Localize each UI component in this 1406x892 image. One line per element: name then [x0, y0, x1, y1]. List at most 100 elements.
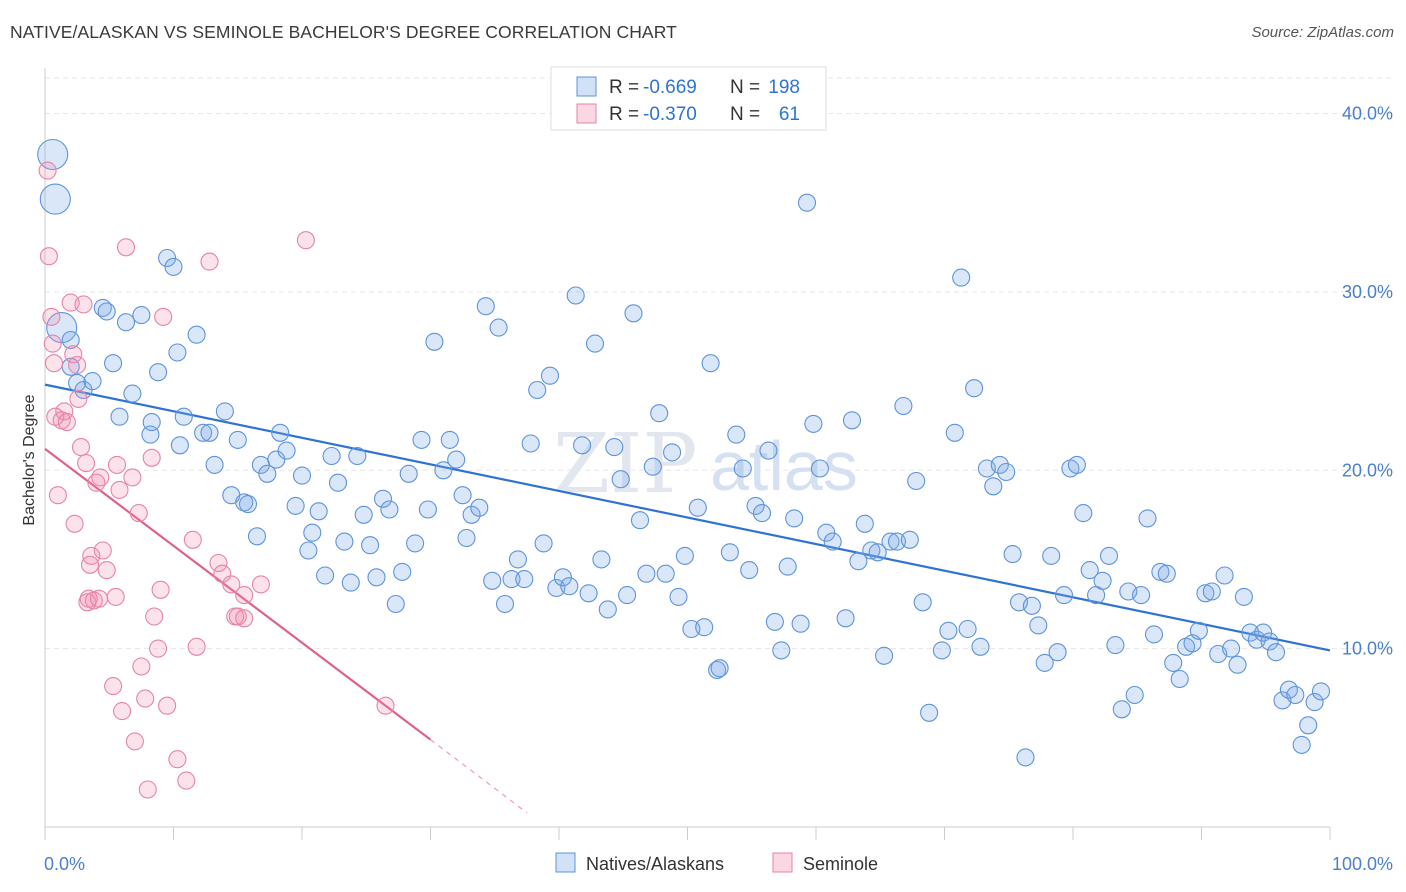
point-natives: [823, 532, 842, 551]
point-natives: [1292, 735, 1311, 754]
legend-r-label: R =: [609, 104, 639, 125]
y-tick-label: 40.0%: [1342, 104, 1393, 124]
point-seminole: [149, 639, 168, 658]
point-seminole: [68, 355, 87, 375]
point-natives: [720, 543, 739, 562]
legend-swatch: [576, 103, 597, 124]
point-natives: [894, 396, 913, 416]
point-natives: [447, 450, 466, 469]
point-seminole: [113, 702, 132, 721]
point-natives: [316, 566, 335, 585]
point-natives: [1003, 545, 1022, 564]
point-natives: [630, 511, 650, 530]
point-natives: [1151, 562, 1170, 581]
point-seminole: [91, 468, 110, 487]
point-natives: [267, 450, 286, 469]
point-seminole: [228, 607, 247, 626]
point-seminole: [187, 637, 206, 656]
point-natives: [842, 411, 862, 430]
point-natives: [142, 413, 161, 432]
point-natives: [868, 543, 887, 562]
point-natives: [598, 600, 617, 619]
point-natives: [502, 570, 521, 589]
point-natives: [1254, 623, 1273, 642]
point-natives: [913, 593, 932, 612]
point-natives: [361, 536, 380, 555]
point-natives: [440, 430, 459, 449]
point-seminole: [123, 468, 142, 487]
point-natives: [907, 471, 926, 491]
point-seminole: [151, 580, 170, 599]
point-seminole: [222, 575, 241, 594]
y-tick-label: 10.0%: [1342, 639, 1393, 659]
point-natives: [1054, 586, 1074, 605]
point-natives: [900, 530, 919, 549]
trend-line-seminole: [44, 447, 432, 741]
point-natives: [495, 594, 515, 614]
legend-swatch: [576, 76, 597, 97]
point-natives: [605, 438, 624, 457]
point-seminole: [125, 732, 144, 751]
point-natives: [1048, 643, 1067, 662]
chart-source: Source: ZipAtlas.com: [1251, 24, 1394, 41]
point-seminole: [183, 530, 202, 549]
point-natives: [920, 703, 939, 722]
point-natives: [958, 619, 977, 639]
point-natives: [1016, 748, 1035, 767]
axes: [44, 68, 1331, 840]
point-natives: [399, 464, 418, 483]
point-natives: [675, 546, 694, 565]
point-seminole: [158, 696, 177, 715]
point-natives: [1112, 700, 1131, 719]
point-natives: [215, 402, 234, 421]
point-natives: [247, 527, 267, 546]
point-seminole: [376, 696, 395, 715]
point-natives: [1305, 693, 1324, 712]
point-natives: [560, 577, 579, 596]
point-natives: [158, 248, 177, 268]
point-seminole: [106, 587, 125, 606]
point-seminole: [209, 553, 228, 573]
point-natives: [1144, 625, 1164, 644]
data-points: [37, 138, 1331, 799]
point-natives: [997, 462, 1016, 482]
point-natives: [258, 464, 277, 483]
point-seminole: [89, 589, 109, 608]
point-natives: [566, 286, 585, 305]
point-natives: [373, 489, 393, 508]
point-natives: [804, 414, 823, 433]
bottom-legend-label: Seminole: [803, 854, 878, 874]
point-natives: [489, 318, 508, 337]
point-seminole: [154, 307, 173, 326]
point-seminole: [136, 689, 155, 708]
point-natives: [228, 430, 247, 449]
point-natives: [875, 646, 894, 665]
point-natives: [1035, 653, 1054, 672]
point-natives: [238, 495, 258, 514]
legend-r-value: -0.370: [643, 104, 697, 125]
point-seminole: [200, 252, 219, 271]
watermark-zip: ZIP: [553, 417, 698, 512]
point-natives: [752, 504, 772, 523]
point-natives: [1022, 596, 1041, 615]
point-natives: [618, 586, 637, 605]
point-natives: [637, 564, 656, 583]
point-natives: [470, 498, 489, 517]
point-natives: [939, 621, 958, 640]
point-natives: [1106, 636, 1125, 655]
y-tick-label: 20.0%: [1342, 460, 1393, 480]
point-natives: [971, 637, 990, 656]
point-natives: [534, 534, 553, 553]
point-natives: [579, 584, 598, 603]
point-seminole: [82, 546, 101, 565]
point-natives: [303, 523, 322, 542]
point-natives: [1042, 546, 1061, 565]
point-natives: [367, 568, 386, 587]
point-seminole: [43, 334, 62, 353]
point-natives: [855, 514, 874, 533]
point-seminole: [132, 657, 151, 676]
point-seminole: [55, 402, 74, 421]
point-seminole: [177, 771, 196, 790]
point-seminole: [97, 561, 116, 580]
